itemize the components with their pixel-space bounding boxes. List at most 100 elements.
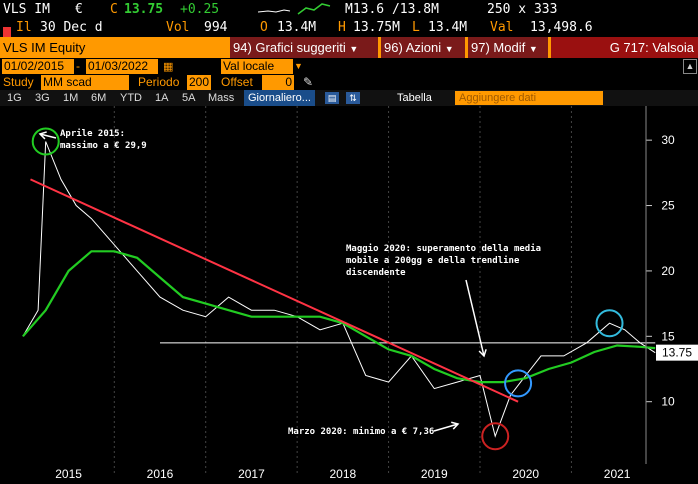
high-price: 13.75M	[353, 20, 400, 35]
descending-trendline	[30, 178, 519, 403]
tab-6m[interactable]: 6M	[91, 92, 107, 104]
flag-icon	[3, 23, 11, 41]
annotation-text: massimo a € 29,9	[60, 140, 147, 151]
currency-value: Val locale	[223, 59, 275, 73]
currency-symbol: €	[75, 2, 83, 17]
y-tick-label: 15	[661, 329, 675, 343]
y-tick-label: 25	[661, 199, 675, 213]
annotation-arrow	[39, 133, 57, 139]
date-label: Il	[16, 20, 32, 35]
quote-line-2: Il 30 Dec d Vol 994 O 13.4M H 13.75M L 1…	[0, 19, 698, 37]
period-field[interactable]: 200	[187, 75, 211, 90]
x-tick-label: 2018	[330, 467, 357, 481]
y-tick-label: 30	[661, 133, 675, 147]
line-chart-icon[interactable]: ⇅	[346, 92, 360, 104]
tab-daily[interactable]: Giornaliero...	[244, 90, 315, 106]
chart-series	[22, 141, 656, 438]
suggested-charts-menu[interactable]: 94) Grafici suggeriti ▼	[230, 37, 378, 58]
y-tick-label: 20	[661, 264, 675, 278]
annotation-arrow	[433, 423, 459, 432]
pencil-icon[interactable]: ✎	[303, 75, 314, 89]
chart-type-icon[interactable]: ▤	[325, 92, 339, 104]
table-button[interactable]: Tabella	[397, 92, 432, 104]
chevron-down-icon: ▼	[444, 44, 454, 54]
tab-3g[interactable]: 3G	[35, 92, 50, 104]
menu-label: Grafici suggeriti	[255, 40, 346, 55]
date-separator: -	[76, 59, 80, 73]
end-date-field[interactable]: 01/03/2022	[86, 59, 158, 74]
last-value-label: 13.75	[662, 346, 692, 360]
tab-5a[interactable]: 5A	[182, 92, 196, 104]
sparkline-icon	[258, 3, 331, 15]
offset-label: Offset	[221, 75, 253, 89]
menu-number: 94)	[233, 40, 252, 55]
high-label: H	[338, 20, 346, 35]
collapse-icon[interactable]: ▲	[683, 59, 697, 74]
price-line	[22, 141, 656, 438]
last-price: 13.75	[124, 2, 164, 17]
open-label: O	[260, 20, 268, 35]
start-date-field[interactable]: 01/02/2015	[2, 59, 74, 74]
x-tick-label: 2021	[604, 467, 631, 481]
volume: 994	[204, 20, 228, 35]
chart-annotations: Aprile 2015:massimo a € 29,9 Maggio 2020:…	[31, 127, 624, 451]
tab-mass[interactable]: Mass	[208, 92, 235, 104]
menu-label: Azioni	[405, 40, 442, 55]
menu-number: 97)	[471, 40, 490, 55]
tab-1m[interactable]: 1M	[63, 92, 79, 104]
traded-value: 13,498.6	[530, 20, 593, 35]
security-name[interactable]: VLS IM Equity	[3, 40, 86, 55]
actions-menu[interactable]: 96) Azioni ▼	[381, 37, 465, 58]
chevron-down-icon: ▼	[528, 44, 538, 54]
study-row: Study MM scad Periodo 200 Offset 0 ✎	[0, 74, 698, 90]
open-price: 13.4M	[277, 20, 317, 35]
annotation-text: discendente	[346, 267, 406, 278]
low-label: L	[412, 20, 420, 35]
tab-1a[interactable]: 1A	[155, 92, 169, 104]
chart-axes: 2015 2016 2017 2018 2019 2020 2021 10 15 20 25 30 13…	[55, 106, 698, 481]
vol-label: Vol	[166, 20, 190, 35]
chevron-down-icon: ▼	[349, 44, 359, 54]
security-title-bar: VLS IM Equity 94) Grafici suggeriti ▼ 96…	[0, 37, 698, 58]
offset-field[interactable]: 0	[262, 75, 294, 90]
date-range-row: 01/02/2015 - 01/03/2022 ▦ Val locale ▼ ▲	[0, 58, 698, 75]
price-change: +0.25	[180, 2, 220, 17]
highlight-circle	[481, 422, 510, 451]
annotation-arrowhead	[38, 131, 47, 140]
x-tick-label: 2020	[512, 467, 539, 481]
ticker[interactable]: VLS IM	[3, 2, 50, 17]
chevron-down-icon[interactable]: ▼	[294, 61, 303, 71]
highlight-circle	[31, 127, 60, 156]
add-data-field[interactable]: Aggiungere dati	[455, 91, 603, 105]
x-tick-label: 2016	[147, 467, 174, 481]
currency-select[interactable]: Val locale	[221, 59, 293, 74]
period-label: Periodo	[138, 75, 180, 89]
annotation-arrow	[465, 279, 485, 357]
chart-grid	[113, 106, 572, 474]
function-title: G 717: Valsoia	[551, 37, 698, 58]
menu-label: Modif	[493, 40, 526, 55]
tab-ytd[interactable]: YTD	[120, 92, 142, 104]
x-tick-label: 2015	[55, 467, 82, 481]
low-price: 13.4M	[428, 20, 468, 35]
x-tick-label: 2019	[421, 467, 448, 481]
study-label: Study	[3, 75, 34, 89]
price-chart[interactable]: 2015 2016 2017 2018 2019 2020 2021 10 15 20 25 30 13…	[0, 106, 698, 484]
quote-line-1: VLS IM € C 13.75 +0.25 M13.6 /13.8M 250 …	[0, 0, 698, 19]
calendar-icon[interactable]: ▦	[163, 61, 174, 73]
period-tabs: 1G 3G 1M 6M YTD 1A 5A Mass Giornaliero..…	[0, 90, 698, 106]
annotation-arrowhead	[478, 349, 487, 358]
bid-ask-range: M13.6 /13.8M	[345, 2, 439, 17]
menu-number: 96)	[384, 40, 403, 55]
annotation-text: mobile a 200gg e della trendline	[346, 255, 520, 266]
val-label: Val	[490, 20, 514, 35]
tab-1g[interactable]: 1G	[7, 92, 22, 104]
annotation-text: Maggio 2020: superamento della media	[346, 243, 541, 254]
study-select[interactable]: MM scad	[41, 75, 129, 90]
bid-ask-size: 250 x 333	[487, 2, 558, 17]
edit-menu[interactable]: 97) Modif ▼	[468, 37, 548, 58]
x-tick-label: 2017	[238, 467, 265, 481]
y-tick-label: 10	[661, 395, 675, 409]
highlight-circle	[504, 369, 533, 398]
highlight-circle	[595, 309, 624, 338]
